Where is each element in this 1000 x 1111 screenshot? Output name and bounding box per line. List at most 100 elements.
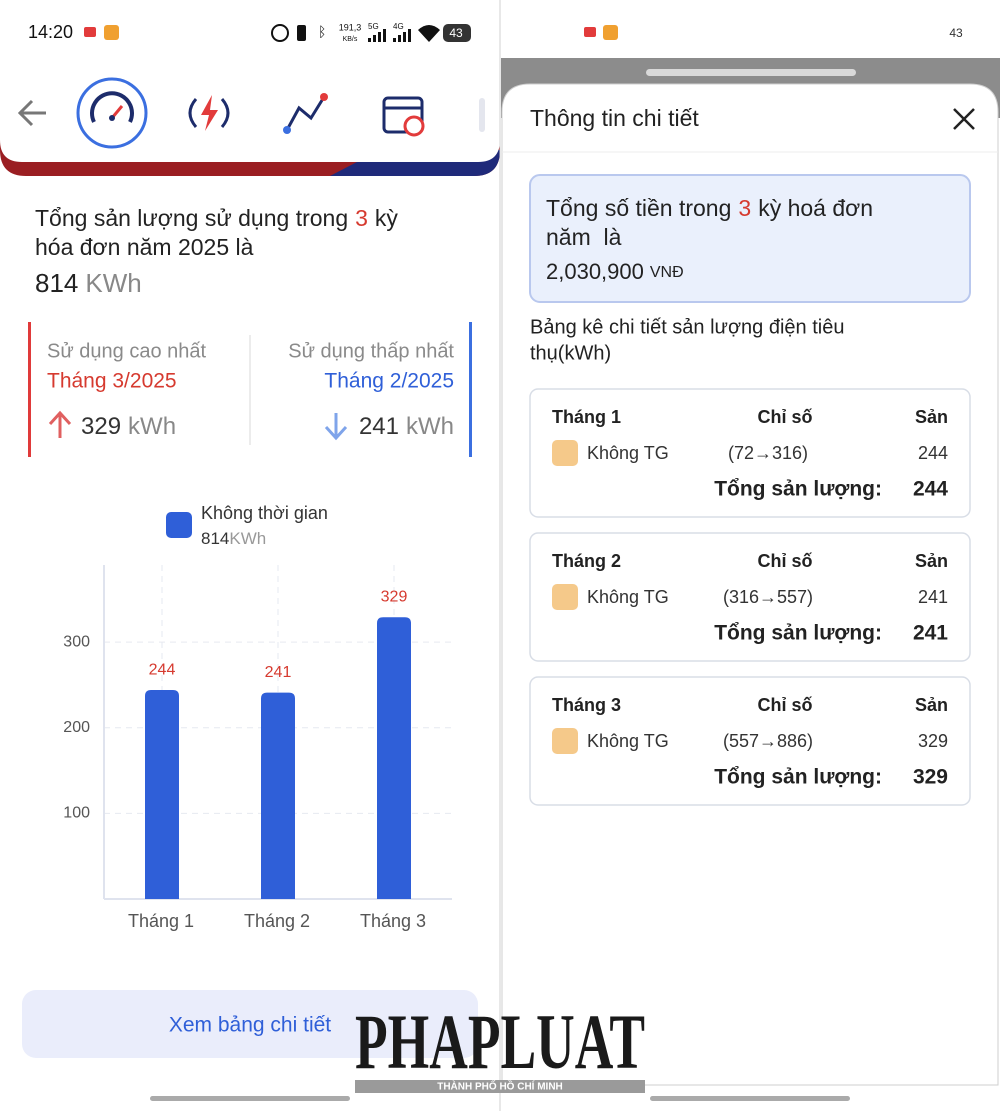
card-month: Tháng 1 <box>552 407 621 427</box>
summary-count: 3 <box>355 205 368 231</box>
meter-reading: (72→316) <box>728 443 808 463</box>
watermark-brand: PHAPLUAT <box>355 998 645 1085</box>
total-amount: 2,030,900 VNĐ <box>546 259 684 284</box>
currency: VNĐ <box>650 264 684 281</box>
battery-icon <box>443 24 471 42</box>
lowest-border <box>469 322 472 457</box>
x-tick-label: Tháng 3 <box>360 911 426 931</box>
detail-button[interactable] <box>22 990 478 1058</box>
net-type: 5G <box>368 22 379 31</box>
cards: Tháng 1 Chỉ số Sản Không TG (72→316) 244 Tổng … <box>529 388 971 806</box>
total-unit: KWh <box>85 268 141 298</box>
wifi-icon <box>418 25 440 42</box>
summary-text: kỳ <box>375 205 399 231</box>
value-label: 329 <box>381 588 408 605</box>
unit: kWh <box>406 413 454 440</box>
watermark-subtitle: THÀNH PHỐ HỒ CHÍ MINH <box>437 1079 563 1093</box>
home-indicator <box>650 1096 850 1101</box>
rate-swatch <box>552 728 578 754</box>
down-arrow <box>324 413 348 441</box>
meter-reading: (316→557) <box>723 587 813 607</box>
tab-more[interactable] <box>479 98 485 132</box>
total-box-line1: Tổng số tiền trong 3 kỳ hoá đơn <box>546 195 873 221</box>
total-label: Tổng sản lượng: <box>714 766 882 789</box>
status-time: 14:20 <box>28 22 73 42</box>
tab-calendar[interactable] <box>382 96 425 137</box>
summary-text: Tổng sản lượng sử dụng trong <box>35 205 348 231</box>
net-speed: 191,3 <box>339 22 362 32</box>
bar <box>145 690 179 899</box>
column-header: Sản <box>915 407 948 427</box>
close-button[interactable] <box>953 108 975 130</box>
detail-card <box>529 676 971 806</box>
bar <box>261 692 295 899</box>
battery-level: 43 <box>949 26 963 40</box>
output-value: 244 <box>918 443 948 463</box>
meter-reading: (557→886) <box>723 731 813 751</box>
status-icon <box>84 27 96 37</box>
table-title: Bảng kê chi tiết sản lượng điện tiêu <box>530 316 844 338</box>
tab-trend[interactable] <box>283 93 328 134</box>
table-title: thụ(kWh) <box>530 342 611 364</box>
detail-card <box>529 532 971 662</box>
output-value: 241 <box>918 587 948 607</box>
column-header: Sản <box>915 551 948 571</box>
rate-name: Không TG <box>587 587 669 607</box>
total-value: 329 <box>913 766 948 789</box>
card-month: Tháng 3 <box>552 695 621 715</box>
y-tick-label: 100 <box>63 805 90 822</box>
total-box <box>529 174 971 303</box>
x-tick-label: Tháng 2 <box>244 911 310 931</box>
signal-icon <box>368 29 411 42</box>
legend-swatch[interactable] <box>166 512 192 538</box>
total-box-line2: năm là <box>546 224 622 250</box>
lowest-month: Tháng 2/2025 <box>324 370 454 393</box>
summary-total: 814 KWh <box>35 268 142 298</box>
rate-name: Không TG <box>587 443 669 463</box>
unit: KWh <box>229 529 266 548</box>
output-value: 329 <box>918 731 948 751</box>
highest-label: Sử dụng cao nhất <box>47 340 207 362</box>
summary-line1: Tổng sản lượng sử dụng trong 3 kỳ <box>35 205 398 231</box>
detail-button-label[interactable]: Xem bảng chi tiết <box>169 1014 331 1037</box>
rate-name: Không TG <box>587 731 669 751</box>
total-value: 241 <box>913 622 948 645</box>
header-card <box>0 60 500 162</box>
value-label: 244 <box>149 661 176 678</box>
y-tick-label: 200 <box>63 719 90 736</box>
column-header: Chỉ số <box>757 551 812 571</box>
y-tick-label: 300 <box>63 633 90 650</box>
detail-card <box>529 388 971 518</box>
net-type: 4G <box>393 22 404 31</box>
legend-label[interactable]: Không thời gian <box>201 503 328 523</box>
tab-power[interactable] <box>188 95 230 131</box>
chart: 100 200 300 244 241 329 Tháng 1 Tháng 2 Tháng 3 <box>63 565 452 931</box>
rate-swatch <box>552 440 578 466</box>
card-month: Tháng 2 <box>552 551 621 571</box>
value: 814 <box>201 529 229 548</box>
text: Tổng số tiền trong <box>546 195 731 221</box>
highest-month: Tháng 3/2025 <box>47 370 177 393</box>
lowest-value: 241 kWh <box>359 413 454 440</box>
sheet-handle[interactable] <box>646 69 856 76</box>
status-icon <box>584 27 596 37</box>
net-speed-unit: KB/s <box>343 36 358 43</box>
tab-speedometer[interactable] <box>76 77 148 149</box>
back-button[interactable] <box>17 99 46 127</box>
x-tick-label: Tháng 1 <box>128 911 194 931</box>
watermark-bar <box>355 1080 645 1093</box>
home-indicator <box>150 1096 350 1101</box>
amount: 2,030,900 <box>546 259 644 284</box>
total-value: 244 <box>913 478 948 501</box>
sheet-title: Thông tin chi tiết <box>530 105 699 131</box>
legend-total: 814KWh <box>201 529 266 548</box>
status-icon <box>104 25 119 40</box>
bluetooth-icon: ᛒ <box>318 24 326 40</box>
column-header: Chỉ số <box>757 407 812 427</box>
highest-border <box>28 322 31 457</box>
column-header: Chỉ số <box>757 695 812 715</box>
total-value: 814 <box>35 268 78 298</box>
bar <box>377 617 411 899</box>
